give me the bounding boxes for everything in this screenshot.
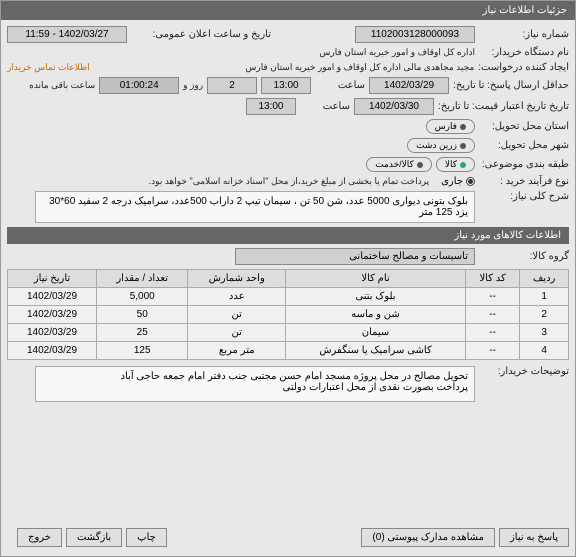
buyer-note-label: توضیحات خریدار: bbox=[479, 366, 569, 377]
requester-label: ایجاد کننده درخواست: bbox=[478, 62, 569, 73]
city-tag: زرین دشت bbox=[407, 138, 475, 153]
saat-label-1: ساعت bbox=[315, 80, 365, 91]
pubdate-label: تاریخ و ساعت اعلان عمومی: bbox=[131, 29, 271, 40]
province-tag: فارس bbox=[426, 119, 475, 134]
window-title: جزئیات اطلاعات نیاز bbox=[1, 1, 575, 20]
table-row: 4--کاشی سرامیک یا سنگفرشمتر مربع1251402/… bbox=[8, 342, 569, 360]
table-row: 3--سیمانتن251402/03/29 bbox=[8, 324, 569, 342]
buyer-field: اداره کل اوقاف و امور خیریه استان فارس bbox=[319, 47, 475, 58]
validity-time: 13:00 bbox=[246, 98, 296, 115]
process-note: پرداخت تمام یا بخشی از مبلغ خرید،از محل … bbox=[149, 176, 429, 187]
group-field: تاسیسات و مصالح ساختمانی bbox=[235, 248, 475, 265]
budget-label: طبقه بندی موضوعی: bbox=[479, 159, 569, 170]
pubdate-field: 1402/03/27 - 11:59 bbox=[7, 26, 127, 43]
exit-button[interactable]: خروج bbox=[17, 528, 62, 547]
sharh-label: شرح کلی نیاز: bbox=[479, 191, 569, 202]
table-header: تاریخ نیاز bbox=[8, 270, 97, 288]
table-header: نام کالا bbox=[286, 270, 466, 288]
rozva-label: روز و bbox=[183, 80, 203, 91]
group-label: گروه کالا: bbox=[479, 251, 569, 262]
days-field: 2 bbox=[207, 77, 257, 94]
deadline-time: 13:00 bbox=[261, 77, 311, 94]
validity-date: 1402/03/30 bbox=[354, 98, 434, 115]
table-header: واحد شمارش bbox=[188, 270, 286, 288]
province-label: استان محل تحویل: bbox=[479, 121, 569, 132]
radio-jari[interactable]: جاری bbox=[441, 176, 475, 187]
process-label: نوع فرآیند خرید : bbox=[479, 176, 569, 187]
buyer-note-text: تحویل مصالح در محل پروژه مسجد امام حسن م… bbox=[35, 366, 475, 402]
saat-label-2: ساعت bbox=[300, 101, 350, 112]
sharh-text: بلوک بتونی دیواری 5000 عدد، شن 50 تن ، س… bbox=[35, 191, 475, 223]
items-table: ردیفکد کالانام کالاواحد شمارشتعداد / مقد… bbox=[7, 269, 569, 360]
requester-field: مجید مجاهدی مالی اداره کل اوقاف و امور خ… bbox=[245, 62, 474, 73]
validity-label: تاریخ تاریخ اعتبار قیمت: تا تاریخ: bbox=[438, 101, 569, 112]
items-section-title: اطلاعات کالاهای مورد نیاز bbox=[7, 227, 569, 244]
reply-button[interactable]: پاسخ به نیاز bbox=[499, 528, 569, 547]
attach-button[interactable]: مشاهده مدارک پیوستی (0) bbox=[361, 528, 495, 547]
deadline-label: حداقل ارسال پاسخ: تا تاریخ: bbox=[453, 80, 569, 91]
city-label: شهر محل تحویل: bbox=[479, 140, 569, 151]
print-button[interactable]: چاپ bbox=[126, 528, 167, 547]
remaining-field: 01:00:24 bbox=[99, 77, 179, 94]
tag-khidmat: کالا/خدمت bbox=[366, 157, 432, 172]
contact-link[interactable]: اطلاعات تماس خریدار bbox=[7, 62, 90, 73]
table-row: 2--شن و ماسهتن501402/03/29 bbox=[8, 306, 569, 324]
table-row: 1--بلوک بتنیعدد5,0001402/03/29 bbox=[8, 288, 569, 306]
remaining-label: ساعت باقی مانده bbox=[29, 80, 95, 91]
table-header: تعداد / مقدار bbox=[97, 270, 188, 288]
table-header: ردیف bbox=[520, 270, 569, 288]
number-label: شماره نیاز: bbox=[479, 29, 569, 40]
buyer-label: نام دستگاه خریدار: bbox=[479, 47, 569, 58]
back-button[interactable]: بازگشت bbox=[66, 528, 122, 547]
number-field: 1102003128000093 bbox=[355, 26, 475, 43]
tag-kala: کالا bbox=[436, 157, 475, 172]
deadline-date: 1402/03/29 bbox=[369, 77, 449, 94]
table-header: کد کالا bbox=[465, 270, 519, 288]
